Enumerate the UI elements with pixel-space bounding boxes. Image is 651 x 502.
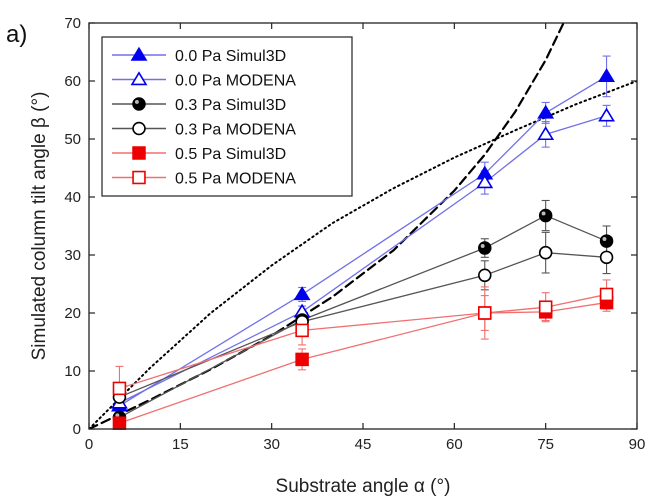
marker-highlight: [602, 237, 607, 241]
data-point: [599, 234, 614, 248]
y-axis-title: Simulated column tilt angle β (°): [29, 92, 50, 361]
x-tick-label: 75: [537, 436, 554, 453]
marker-circle: [478, 241, 492, 255]
legend-marker: [132, 146, 146, 160]
data-point: [112, 416, 127, 430]
marker-highlight: [115, 413, 120, 418]
data-point: [478, 241, 492, 255]
data-point: [537, 104, 555, 119]
series-markers-3: [112, 245, 614, 404]
axes: 0 15 30 45 60 75 90 0 10 20 30 40 50 60 70: [64, 15, 645, 453]
data-point: [293, 286, 311, 301]
legend-label: 0.5 Pa MODENA: [175, 171, 296, 188]
data-point: [599, 250, 614, 265]
legend-label: 0.0 Pa MODENA: [175, 73, 296, 90]
x-axis-title: Substrate angle α (°): [276, 476, 451, 497]
series-markers-4: [112, 295, 614, 430]
marker-circle: [599, 234, 614, 248]
legend-box: [101, 36, 353, 197]
data-point: [598, 68, 615, 83]
marker-highlight: [480, 243, 485, 248]
legend-marker: [132, 97, 146, 111]
legend-marker: [132, 170, 146, 185]
y-tick-label: 0: [73, 421, 81, 438]
data-point: [478, 306, 492, 320]
x-tick-label: 60: [446, 436, 463, 453]
y-tick-label: 40: [64, 189, 81, 206]
legend-label: 0.0 Pa Simul3D: [175, 48, 286, 65]
series-line: [119, 214, 607, 418]
y-tick-label: 20: [64, 305, 81, 322]
x-tick-label: 30: [263, 436, 280, 453]
legend-marker: [132, 121, 146, 136]
y-tick-label: 60: [64, 73, 81, 90]
data-point: [295, 323, 309, 338]
x-tick-label: 45: [355, 436, 372, 453]
dotted-reference-line: [89, 80, 637, 429]
marker-circle: [132, 121, 146, 136]
y-tick-label: 70: [64, 15, 81, 32]
marker-highlight: [541, 211, 546, 216]
data-point: [537, 126, 555, 141]
legend-label: 0.3 Pa MODENA: [175, 122, 296, 139]
series-markers-5: [112, 287, 614, 396]
marker-circle: [538, 245, 553, 260]
data-point: [478, 268, 492, 283]
data-point: [476, 174, 494, 189]
y-tick-label: 50: [64, 131, 81, 148]
x-tick-label: 90: [629, 436, 646, 453]
legend-label: 0.3 Pa Simul3D: [175, 97, 286, 114]
legend-label: 0.5 Pa Simul3D: [175, 146, 286, 163]
y-tick-label: 10: [64, 363, 81, 380]
data-point: [538, 300, 553, 314]
series-markers-2: [112, 208, 614, 425]
marker-circle: [132, 97, 146, 111]
legend: 0.0 Pa Simul3D 0.0 Pa MODENA 0.3 Pa Simul3…: [101, 36, 353, 197]
data-point: [112, 381, 127, 396]
y-tick-label: 30: [64, 247, 81, 264]
x-tick-label: 15: [172, 436, 189, 453]
data-point: [538, 245, 553, 260]
series-layer: [111, 55, 615, 430]
marker-circle: [599, 250, 614, 265]
legend-marker: [130, 46, 148, 61]
marker-circle: [538, 208, 553, 223]
series-line: [119, 301, 607, 424]
series-5: [115, 279, 611, 411]
data-point: [598, 107, 615, 122]
panel-label: a): [6, 21, 27, 48]
data-point: [599, 287, 614, 302]
data-point: [295, 352, 309, 367]
marker-circle: [478, 268, 492, 283]
series-line: [119, 293, 607, 390]
x-tick-label: 0: [85, 436, 93, 453]
marker-highlight: [134, 99, 139, 104]
data-point: [538, 208, 553, 223]
legend-marker: [130, 71, 148, 86]
